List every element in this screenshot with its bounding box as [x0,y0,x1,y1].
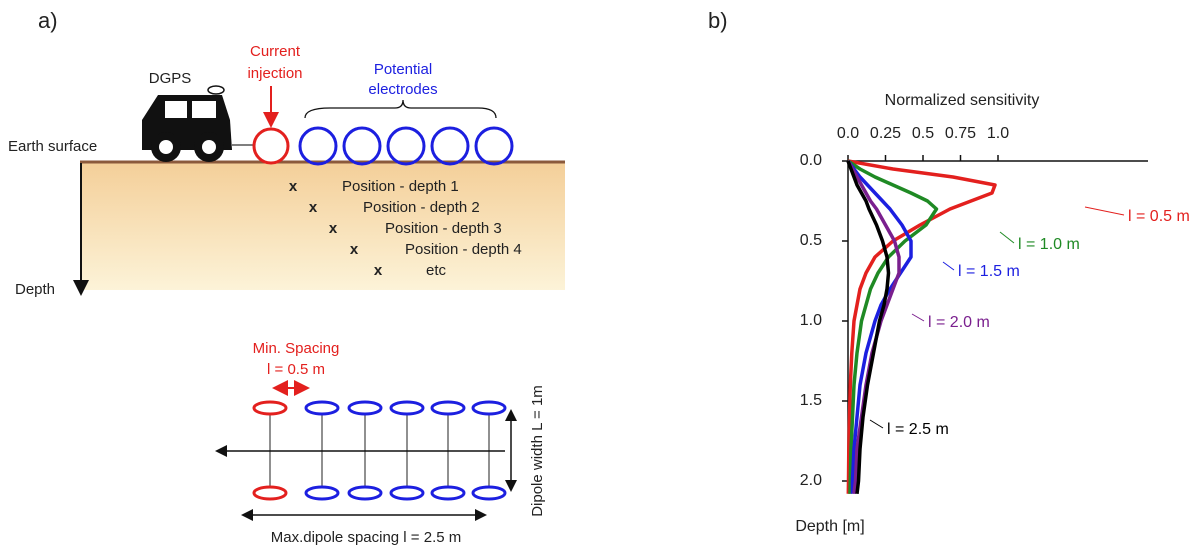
dgps-label: DGPS [149,70,192,87]
current-electrode [252,127,290,165]
position-label: Position - depth 4 [405,241,522,258]
x-tick-label: 0.0 [837,125,859,142]
position-mark: x [309,199,318,216]
vehicle [142,85,254,162]
series-label: l = 2.0 m [928,314,990,331]
potential-label: Potential [374,61,432,78]
position-marks: x x x x x [289,178,383,279]
series-line [846,160,891,495]
panel-b: b) Normalized sensitivity Depth [m] 0.0 0… [708,8,1190,535]
panel-a: a) Earth surface Depth DGPS Current inje… [8,8,565,546]
panel-label: b) [708,8,728,33]
series-line [846,159,997,494]
y-tick-label: 0.5 [800,232,822,249]
depth-label: Depth [15,281,55,298]
y-tick-label: 0.0 [800,152,822,169]
brace [304,99,497,119]
panel-label: a) [38,8,58,33]
min-spacing-label: Min. Spacing [253,340,340,357]
label-leader [911,313,925,322]
position-label: Position - depth 3 [385,220,502,237]
y-tick-label: 2.0 [800,472,822,489]
potential-electrodes [298,126,514,166]
position-label: etc [426,262,447,279]
series-label: l = 1.5 m [958,263,1020,280]
earth-surface-label: Earth surface [8,138,97,155]
soil [80,163,565,290]
label-leader [1084,206,1125,216]
x-tick-label: 0.25 [870,125,901,142]
series-label: l = 2.5 m [887,421,949,438]
series-label: l = 1.0 m [1018,236,1080,253]
dipole-width-label: Dipole width L = 1m [529,385,546,517]
label-leader [942,261,955,271]
label-leader [869,419,884,429]
y-tick-label: 1.0 [800,312,822,329]
current-label: injection [247,65,302,82]
series-label: l = 0.5 m [1128,208,1190,225]
series-line [846,159,913,494]
position-mark: x [350,241,359,258]
current-label: Current [250,43,301,60]
series-line [847,159,939,494]
x-tick-label: 1.0 [987,125,1009,142]
x-tick-label: 0.75 [945,125,976,142]
y-tick-label: 1.5 [800,392,822,409]
position-mark: x [374,262,383,279]
chart-title: Normalized sensitivity [885,92,1040,109]
min-spacing-value: l = 0.5 m [267,361,325,378]
position-label: Position - depth 2 [363,199,480,216]
position-label: Position - depth 1 [342,178,459,195]
x-tick-label: 0.5 [912,125,934,142]
position-mark: x [329,220,338,237]
label-leader [999,231,1015,244]
y-axis-label: Depth [m] [795,518,864,535]
max-spacing-label: Max.dipole spacing l = 2.5 m [271,529,462,546]
dipole-electrodes [252,400,507,501]
position-mark: x [289,178,298,195]
potential-label: electrodes [368,81,437,98]
